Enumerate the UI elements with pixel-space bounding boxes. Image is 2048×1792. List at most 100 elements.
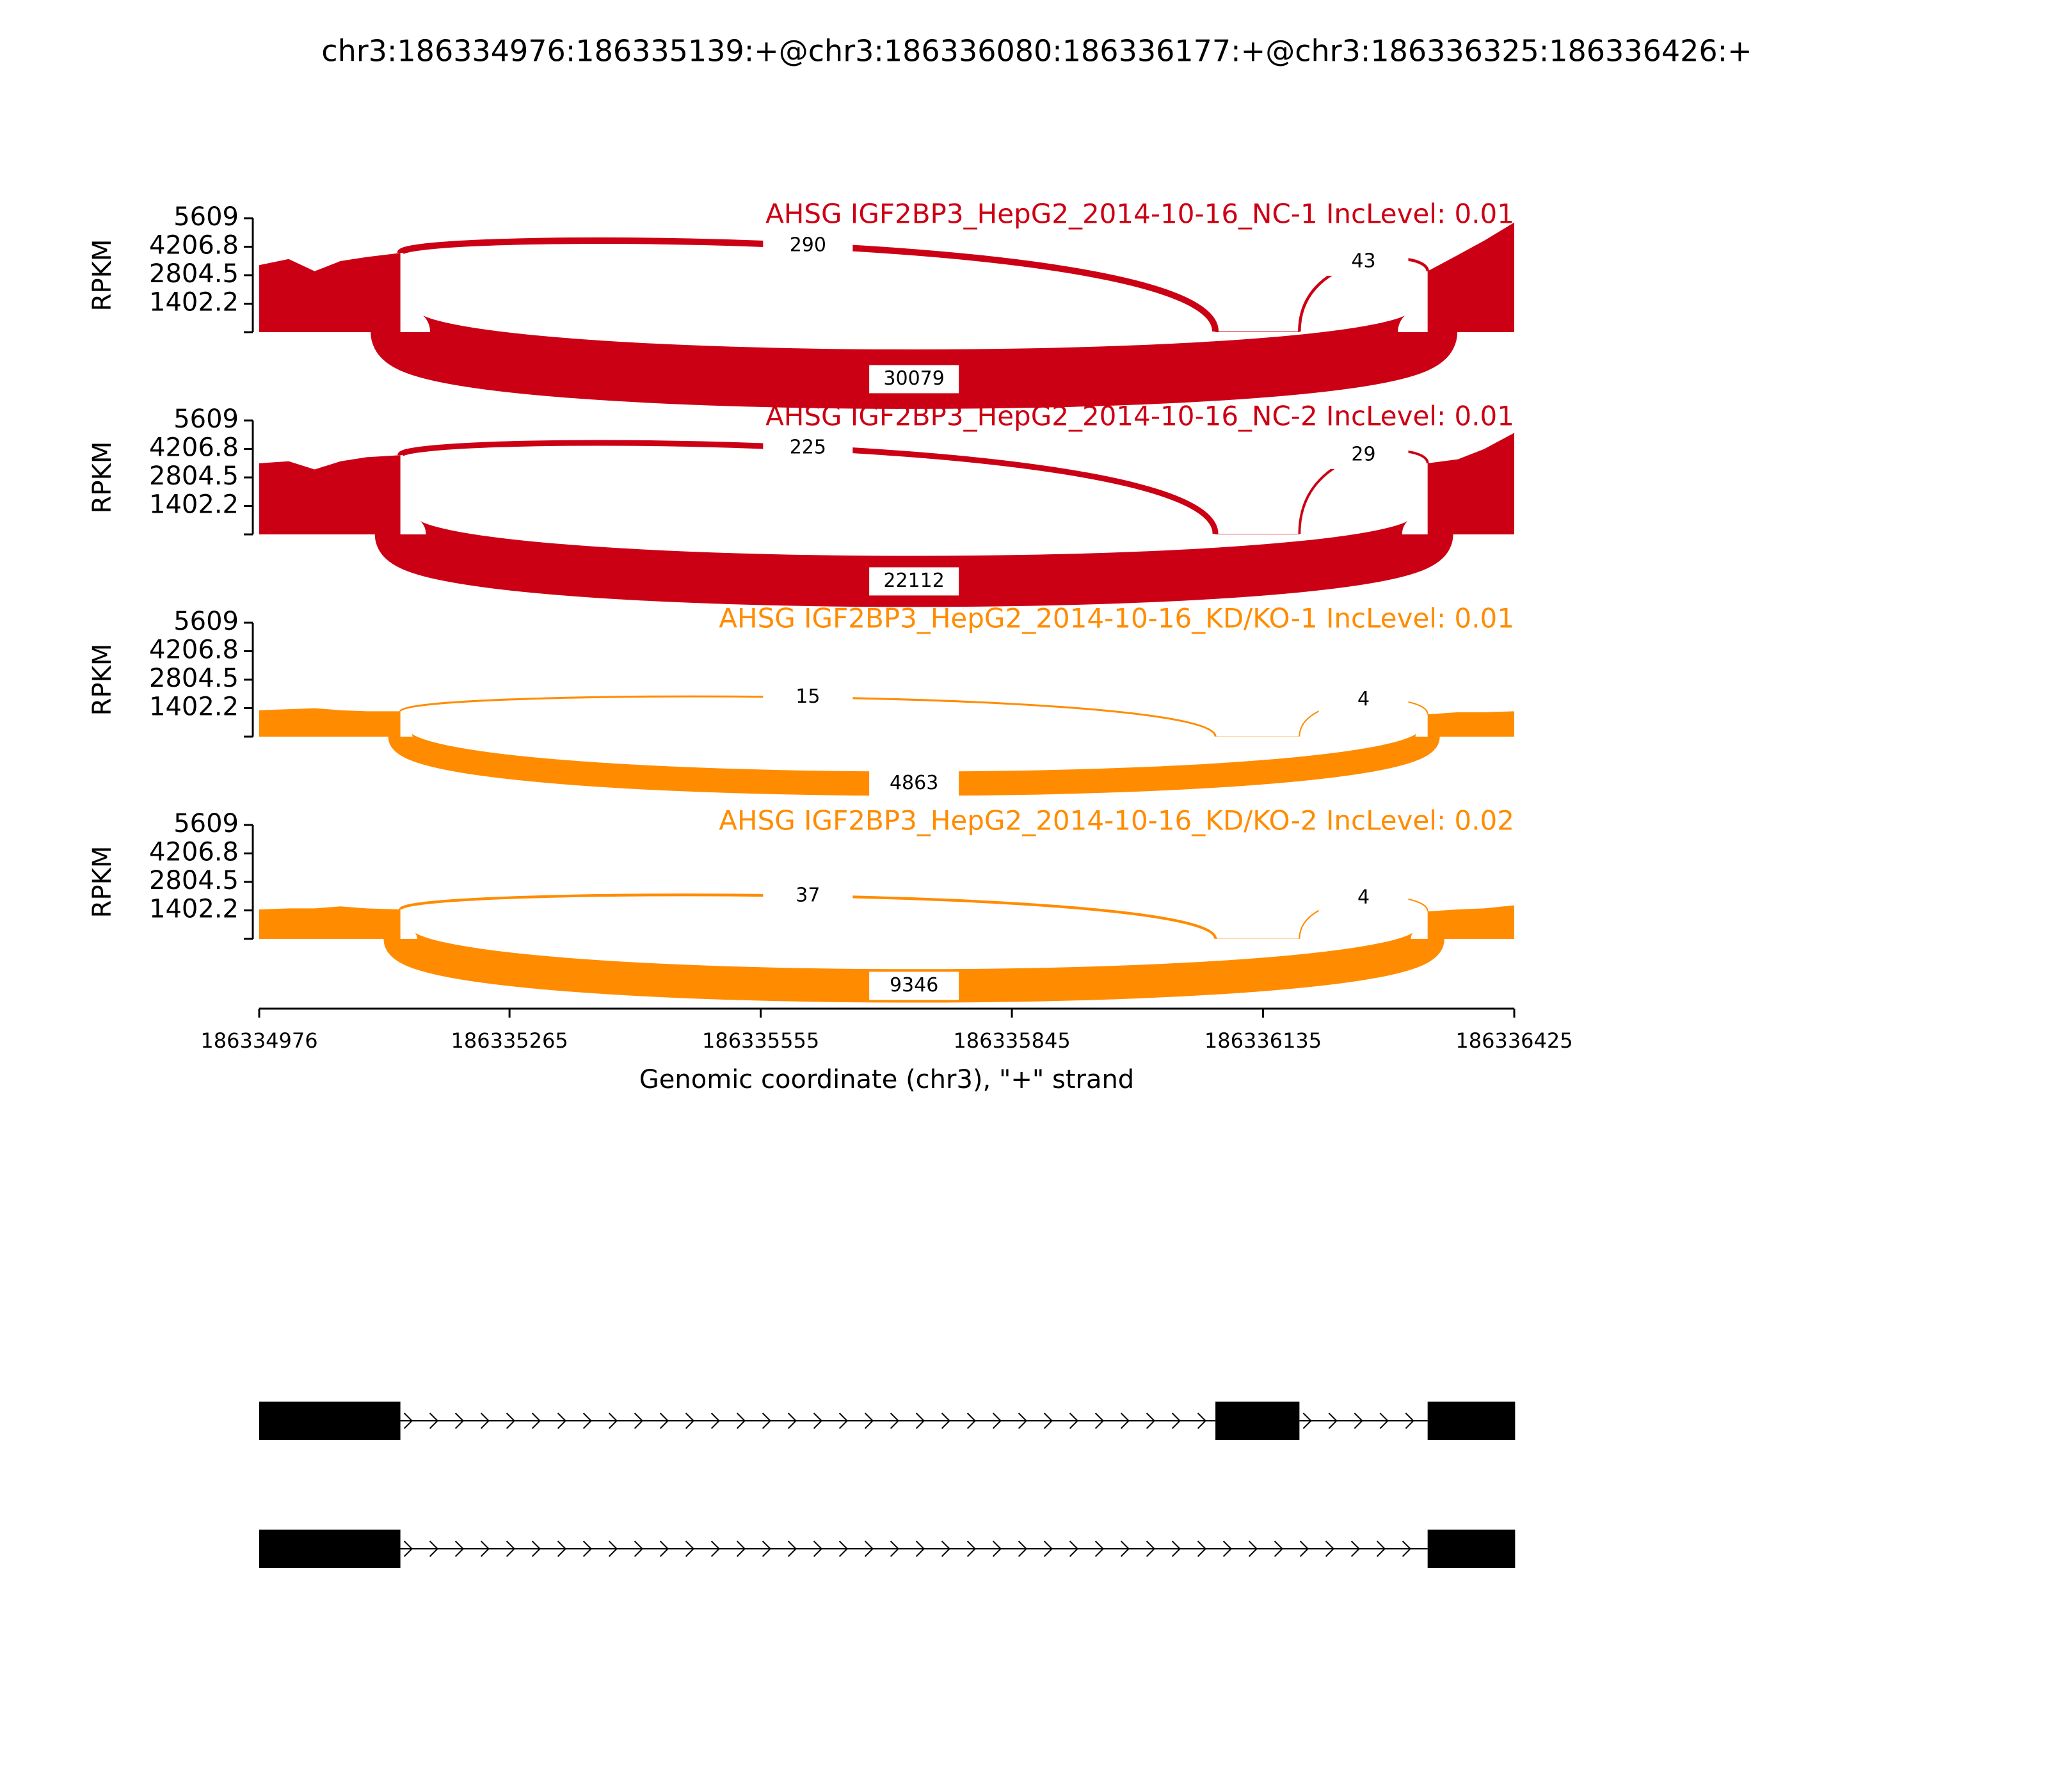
coverage-area [259, 222, 1514, 332]
intron-arrow [966, 1412, 977, 1429]
y-tick-label: 1402.2 [149, 288, 239, 317]
intron-arrow [1171, 1540, 1181, 1557]
intron-arrow [582, 1540, 593, 1557]
intron-arrow [1094, 1412, 1105, 1429]
intron-arrow [685, 1412, 695, 1429]
y-axis-label: RPKM [88, 644, 117, 716]
y-tick-label: 1402.2 [149, 692, 239, 722]
intron-arrow [557, 1540, 567, 1557]
intron-arrow [992, 1412, 1002, 1429]
intron-arrow [1069, 1412, 1079, 1429]
intron-arrow [634, 1412, 644, 1429]
y-tick-label: 4206.8 [149, 635, 239, 664]
junction-label: 37 [796, 884, 820, 906]
panel-title: AHSG IGF2BP3_HepG2_2014-10-16_NC-1 IncLe… [765, 198, 1514, 230]
intron-arrow [1274, 1540, 1284, 1557]
intron-arrow [1069, 1540, 1079, 1557]
intron-arrow [1120, 1412, 1130, 1429]
intron-arrow [480, 1412, 490, 1429]
y-tick-label: 2804.5 [149, 866, 239, 895]
intron-arrow [454, 1540, 465, 1557]
intron-arrow [762, 1412, 772, 1429]
intron-arrow [659, 1412, 669, 1429]
intron-arrow [1350, 1540, 1361, 1557]
intron-arrow [1302, 1412, 1312, 1429]
intron-arrow [531, 1412, 541, 1429]
intron-arrow [1379, 1412, 1389, 1429]
junction-label: 4863 [890, 772, 938, 794]
coverage-area [259, 905, 1514, 939]
junction-label-bg [1318, 883, 1409, 912]
junction-label-bg [763, 881, 853, 910]
intron-arrow [813, 1412, 823, 1429]
x-tick-label: 186335265 [451, 1028, 568, 1053]
x-tick-label: 186336425 [1455, 1028, 1572, 1053]
intron-arrow [915, 1540, 925, 1557]
intron-arrow [582, 1412, 593, 1429]
intron-arrow [1405, 1412, 1414, 1429]
y-tick-label: 2804.5 [149, 461, 239, 491]
intron-arrow [1094, 1540, 1105, 1557]
junction-label: 29 [1351, 444, 1375, 466]
x-tick-label: 186335555 [702, 1028, 819, 1053]
intron-arrow [1171, 1412, 1181, 1429]
junction-label: 225 [790, 436, 826, 458]
intron-arrow [864, 1540, 874, 1557]
junction-label-bg [869, 769, 959, 798]
intron-arrow [864, 1412, 874, 1429]
intron-arrow [685, 1540, 695, 1557]
exon [259, 1402, 401, 1440]
junction-label: 9346 [890, 974, 938, 996]
intron-arrow [1043, 1540, 1053, 1557]
junction-label-bg [763, 231, 853, 260]
intron-arrow [429, 1540, 439, 1557]
intron-arrow [608, 1412, 618, 1429]
y-tick-label: 4206.8 [149, 433, 239, 462]
intron-arrow [454, 1412, 465, 1429]
intron-arrow [1197, 1540, 1207, 1557]
y-axis-label: RPKM [88, 239, 117, 312]
junction-label-bg [763, 683, 853, 712]
panel-title: AHSG IGF2BP3_HepG2_2014-10-16_NC-2 IncLe… [765, 401, 1514, 432]
intron-arrow [992, 1540, 1002, 1557]
intron-arrow [736, 1412, 746, 1429]
y-axis-label: RPKM [88, 442, 117, 514]
intron-arrow [787, 1540, 797, 1557]
intron-arrow [736, 1540, 746, 1557]
intron-arrow [1402, 1540, 1412, 1557]
intron-arrow [1018, 1412, 1028, 1429]
x-axis-label: Genomic coordinate (chr3), "+" strand [639, 1065, 1134, 1094]
y-axis-label: RPKM [88, 846, 117, 918]
intron-arrow [429, 1412, 439, 1429]
intron-arrow [710, 1412, 721, 1429]
junction-label: 22112 [883, 570, 944, 592]
exon [1427, 1402, 1516, 1440]
intron-arrow [403, 1540, 413, 1557]
intron-arrow [941, 1540, 951, 1557]
y-tick-label: 1402.2 [149, 895, 239, 924]
intron-arrow [480, 1540, 490, 1557]
intron-arrow [1043, 1412, 1053, 1429]
junction-label-bg [1318, 441, 1409, 470]
intron-arrow [890, 1540, 900, 1557]
intron-arrow [838, 1412, 849, 1429]
intron-arrow [506, 1540, 516, 1557]
y-tick-label: 5609 [173, 404, 239, 434]
intron-arrow [1222, 1540, 1233, 1557]
x-tick-label: 186336135 [1204, 1028, 1322, 1053]
junction-label: 15 [796, 685, 820, 708]
junction-label: 4 [1357, 886, 1370, 908]
intron-arrow [762, 1540, 772, 1557]
y-tick-label: 5609 [173, 607, 239, 636]
intron-arrow [608, 1540, 618, 1557]
x-tick-label: 186334976 [200, 1028, 317, 1053]
intron-arrow [1248, 1540, 1258, 1557]
y-tick-label: 2804.5 [149, 664, 239, 693]
intron-arrow [890, 1412, 900, 1429]
panel-title: AHSG IGF2BP3_HepG2_2014-10-16_KD/KO-2 In… [719, 805, 1514, 836]
junction-label-bg [763, 433, 853, 462]
intron-arrow [1328, 1412, 1338, 1429]
intron-arrow [1376, 1540, 1386, 1557]
intron-arrow [557, 1412, 567, 1429]
